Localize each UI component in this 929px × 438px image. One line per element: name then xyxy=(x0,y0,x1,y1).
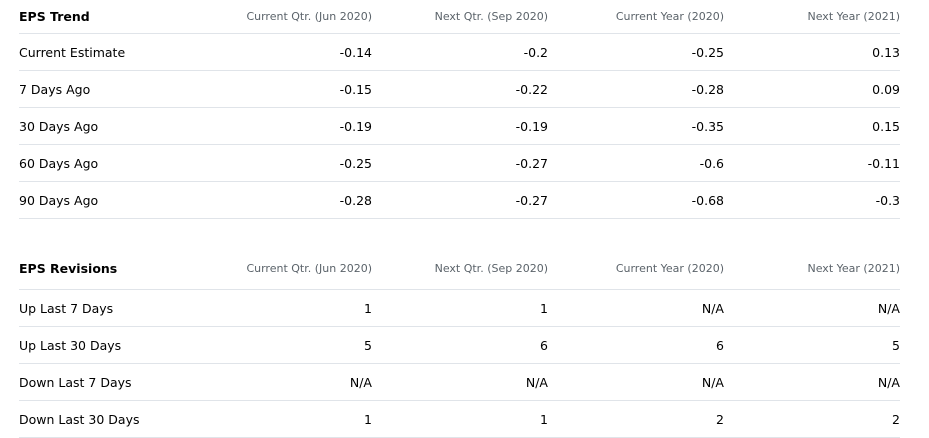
row-label: 7 Days Ago xyxy=(19,70,213,108)
table-header-row: EPS Revisions Current Qtr. (Jun 2020) Ne… xyxy=(19,247,900,290)
eps-revisions-title: EPS Revisions xyxy=(19,247,213,290)
table-row: Up Last 30 Days 5 6 6 5 xyxy=(19,326,900,364)
table-cell: -0.6 xyxy=(548,144,724,182)
table-cell: 6 xyxy=(372,326,548,364)
column-header: Next Qtr. (Sep 2020) xyxy=(372,0,548,34)
column-header: Current Qtr. (Jun 2020) xyxy=(213,247,372,290)
table-cell: 2 xyxy=(724,400,900,438)
table-cell: 1 xyxy=(213,400,372,438)
table-cell: N/A xyxy=(724,363,900,401)
row-label: Down Last 30 Days xyxy=(19,400,213,438)
column-header: Next Year (2021) xyxy=(724,0,900,34)
table-cell: -0.14 xyxy=(213,33,372,71)
table-cell: 6 xyxy=(548,326,724,364)
eps-trend-title: EPS Trend xyxy=(19,0,213,34)
table-row: 60 Days Ago -0.25 -0.27 -0.6 -0.11 xyxy=(19,144,900,182)
table-cell: -0.35 xyxy=(548,107,724,145)
table-cell: 5 xyxy=(724,326,900,364)
table-cell: 0.09 xyxy=(724,70,900,108)
table-cell: -0.3 xyxy=(724,181,900,219)
table-cell: -0.68 xyxy=(548,181,724,219)
table-row: Current Estimate -0.14 -0.2 -0.25 0.13 xyxy=(19,33,900,71)
table-cell: -0.25 xyxy=(548,33,724,71)
eps-revisions-table: EPS Revisions Current Qtr. (Jun 2020) Ne… xyxy=(19,247,900,438)
table-cell: 0.13 xyxy=(724,33,900,71)
table-cell: -0.25 xyxy=(213,144,372,182)
row-label: Up Last 7 Days xyxy=(19,289,213,327)
table-cell: N/A xyxy=(372,363,548,401)
row-label: 90 Days Ago xyxy=(19,181,213,219)
table-cell: -0.19 xyxy=(213,107,372,145)
table-cell: -0.28 xyxy=(213,181,372,219)
table-cell: N/A xyxy=(548,363,724,401)
table-cell: 1 xyxy=(213,289,372,327)
table-cell: 1 xyxy=(372,289,548,327)
table-row: 7 Days Ago -0.15 -0.22 -0.28 0.09 xyxy=(19,70,900,108)
table-cell: N/A xyxy=(213,363,372,401)
table-cell: 2 xyxy=(548,400,724,438)
table-cell: -0.15 xyxy=(213,70,372,108)
table-cell: N/A xyxy=(724,289,900,327)
table-row: Down Last 7 Days N/A N/A N/A N/A xyxy=(19,363,900,401)
table-cell: -0.11 xyxy=(724,144,900,182)
table-row: Down Last 30 Days 1 1 2 2 xyxy=(19,400,900,438)
table-row: Up Last 7 Days 1 1 N/A N/A xyxy=(19,289,900,327)
column-header: Current Year (2020) xyxy=(548,0,724,34)
row-label: Up Last 30 Days xyxy=(19,326,213,364)
row-label: 60 Days Ago xyxy=(19,144,213,182)
column-header: Current Year (2020) xyxy=(548,247,724,290)
table-spacer xyxy=(19,219,900,247)
table-cell: 1 xyxy=(372,400,548,438)
table-row: 30 Days Ago -0.19 -0.19 -0.35 0.15 xyxy=(19,107,900,145)
table-cell: N/A xyxy=(548,289,724,327)
analysis-tables: EPS Trend Current Qtr. (Jun 2020) Next Q… xyxy=(19,0,900,438)
table-cell: 0.15 xyxy=(724,107,900,145)
table-cell: -0.22 xyxy=(372,70,548,108)
table-cell: -0.27 xyxy=(372,144,548,182)
table-cell: -0.28 xyxy=(548,70,724,108)
table-cell: 5 xyxy=(213,326,372,364)
column-header: Current Qtr. (Jun 2020) xyxy=(213,0,372,34)
table-cell: -0.19 xyxy=(372,107,548,145)
row-label: Current Estimate xyxy=(19,33,213,71)
column-header: Next Qtr. (Sep 2020) xyxy=(372,247,548,290)
eps-trend-table: EPS Trend Current Qtr. (Jun 2020) Next Q… xyxy=(19,0,900,219)
table-row: 90 Days Ago -0.28 -0.27 -0.68 -0.3 xyxy=(19,181,900,219)
table-header-row: EPS Trend Current Qtr. (Jun 2020) Next Q… xyxy=(19,0,900,34)
column-header: Next Year (2021) xyxy=(724,247,900,290)
table-cell: -0.2 xyxy=(372,33,548,71)
row-label: 30 Days Ago xyxy=(19,107,213,145)
table-cell: -0.27 xyxy=(372,181,548,219)
row-label: Down Last 7 Days xyxy=(19,363,213,401)
